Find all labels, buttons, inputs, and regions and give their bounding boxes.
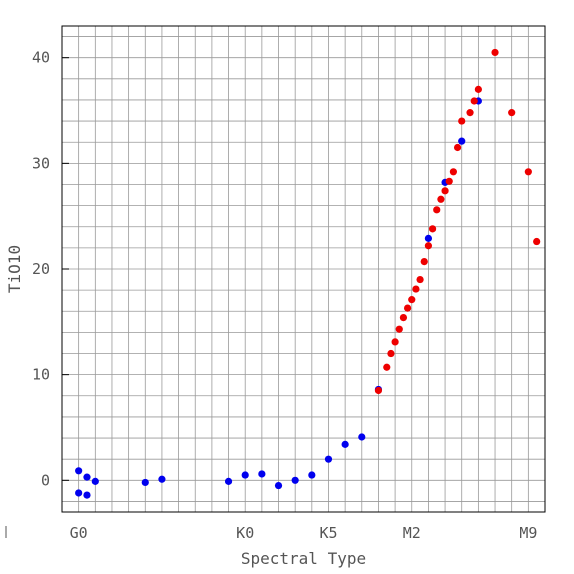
data-point-red xyxy=(474,85,482,93)
data-point-red xyxy=(491,48,499,57)
data-point-blue xyxy=(75,467,83,475)
data-point-red xyxy=(412,285,420,293)
data-point-red xyxy=(420,258,428,266)
data-point-red xyxy=(449,168,457,176)
x-tick-label: G0 xyxy=(70,524,88,542)
data-point-blue xyxy=(83,473,91,481)
data-point-blue xyxy=(241,471,249,479)
data-points xyxy=(75,48,541,499)
data-point-red xyxy=(524,168,532,176)
y-tick-label: 40 xyxy=(32,49,50,67)
data-point-blue xyxy=(458,137,466,145)
data-point-blue xyxy=(224,477,233,485)
data-point-red xyxy=(374,386,383,395)
data-point-red xyxy=(428,225,437,233)
y-axis-title: TiO10 xyxy=(5,245,24,293)
data-point-red xyxy=(387,349,395,358)
data-point-blue xyxy=(424,234,433,242)
x-tick-label: M9 xyxy=(519,524,537,542)
data-point-blue xyxy=(274,481,283,490)
y-tick-label: 10 xyxy=(32,366,50,384)
y-ticks: 0 10 20 30 40 xyxy=(32,49,69,489)
data-point-red xyxy=(424,242,433,250)
data-point-blue xyxy=(91,477,99,485)
y-tick-label: 30 xyxy=(32,154,50,172)
data-point-blue xyxy=(308,471,316,479)
data-point-red xyxy=(395,325,403,333)
data-point-blue xyxy=(75,489,83,497)
data-point-blue xyxy=(358,433,366,441)
data-point-red xyxy=(399,314,408,322)
data-point-red xyxy=(433,206,441,214)
data-point-red xyxy=(403,304,412,312)
y-tick-label: 20 xyxy=(32,260,50,278)
x-tick-label: M2 xyxy=(403,524,421,542)
data-point-red xyxy=(533,237,541,246)
data-point-red xyxy=(466,109,474,117)
data-point-blue xyxy=(258,470,266,478)
data-point-red xyxy=(508,109,516,117)
data-point-blue xyxy=(324,455,333,463)
data-point-red xyxy=(437,195,445,203)
x-tick-label: K0 xyxy=(236,524,254,542)
data-point-red xyxy=(445,177,453,185)
data-point-red xyxy=(470,97,478,105)
data-point-red xyxy=(453,143,462,152)
plot-frame xyxy=(61,25,546,513)
data-point-blue xyxy=(341,440,349,448)
data-point-red xyxy=(441,187,449,195)
data-point-blue xyxy=(158,475,166,483)
y-tick-label: 0 xyxy=(41,471,50,489)
data-point-red xyxy=(416,275,424,284)
data-point-blue xyxy=(83,491,91,499)
data-point-red xyxy=(383,363,391,371)
data-point-red xyxy=(408,296,416,304)
data-point-blue xyxy=(291,476,299,484)
grid xyxy=(61,26,546,512)
x-axis-title: Spectral Type xyxy=(241,549,366,568)
x-ticks: G0 K0 K5 M2 M9 xyxy=(5,524,537,542)
data-point-blue xyxy=(141,478,149,487)
data-point-red xyxy=(391,338,399,346)
data-point-red xyxy=(458,117,466,125)
x-tick-label: K5 xyxy=(319,524,337,542)
